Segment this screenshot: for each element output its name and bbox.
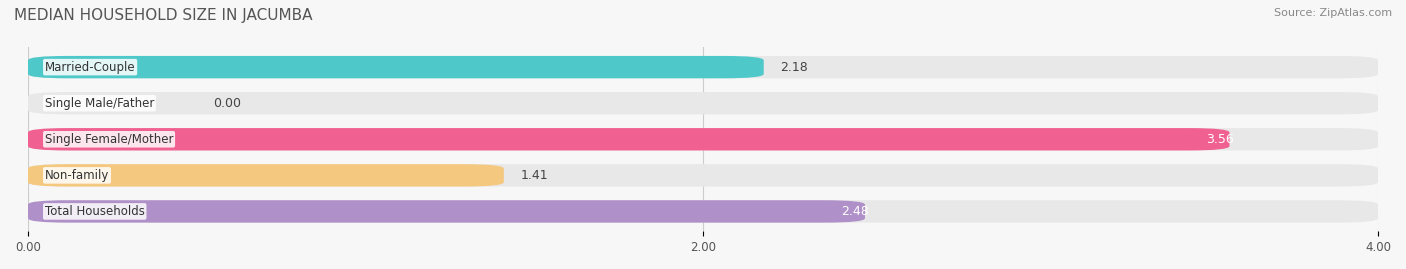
Text: 3.56: 3.56: [1206, 133, 1233, 146]
FancyBboxPatch shape: [28, 56, 763, 78]
FancyBboxPatch shape: [28, 200, 1378, 223]
Text: Non-family: Non-family: [45, 169, 110, 182]
FancyBboxPatch shape: [28, 200, 865, 223]
Text: 0.00: 0.00: [214, 97, 242, 110]
FancyBboxPatch shape: [28, 164, 1378, 186]
FancyBboxPatch shape: [28, 56, 1378, 78]
Text: MEDIAN HOUSEHOLD SIZE IN JACUMBA: MEDIAN HOUSEHOLD SIZE IN JACUMBA: [14, 8, 312, 23]
Text: Married-Couple: Married-Couple: [45, 61, 135, 74]
Text: Total Households: Total Households: [45, 205, 145, 218]
FancyBboxPatch shape: [28, 128, 1229, 150]
FancyBboxPatch shape: [28, 92, 1378, 114]
Text: 1.41: 1.41: [520, 169, 548, 182]
FancyBboxPatch shape: [28, 128, 1378, 150]
FancyBboxPatch shape: [28, 164, 503, 186]
Text: 2.48: 2.48: [841, 205, 869, 218]
Text: Source: ZipAtlas.com: Source: ZipAtlas.com: [1274, 8, 1392, 18]
Text: Single Female/Mother: Single Female/Mother: [45, 133, 173, 146]
Text: Single Male/Father: Single Male/Father: [45, 97, 155, 110]
Text: 2.18: 2.18: [780, 61, 808, 74]
